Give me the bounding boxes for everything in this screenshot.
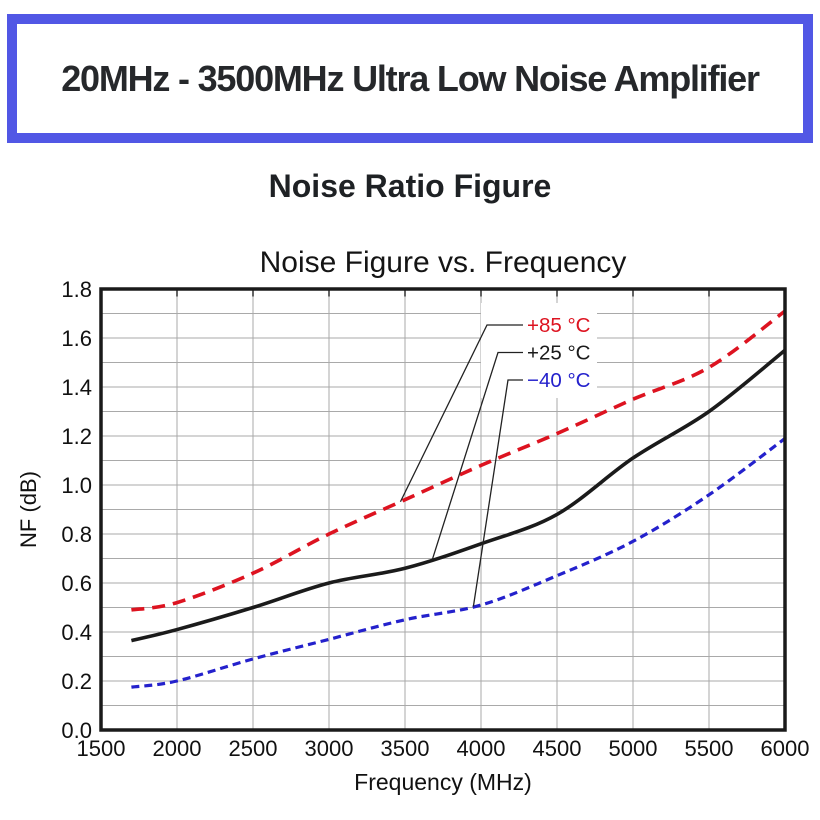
y-tick-label: 1.2 — [61, 424, 92, 449]
y-tick-label: 0.8 — [61, 522, 92, 547]
y-tick-label: 0.0 — [61, 718, 92, 743]
header-box: 20MHz - 3500MHz Ultra Low Noise Amplifie… — [7, 14, 813, 143]
x-tick-label: 5000 — [609, 736, 658, 761]
legend-leader-1 — [431, 351, 523, 560]
x-axis-label: Frequency (MHz) — [354, 769, 532, 795]
y-tick-label: 1.6 — [61, 326, 92, 351]
legend-label-2: −40 °C — [527, 369, 591, 392]
legend-background — [481, 303, 597, 398]
y-tick-label: 0.6 — [61, 571, 92, 596]
subtitle: Noise Ratio Figure — [268, 168, 552, 204]
y-tick-label: 1.0 — [61, 473, 92, 498]
y-tick-label: 0.4 — [61, 620, 92, 645]
x-tick-label: 2500 — [229, 736, 278, 761]
x-tick-label: 3500 — [381, 736, 430, 761]
x-tick-label: 4500 — [533, 736, 582, 761]
y-tick-label: 1.8 — [61, 277, 92, 302]
y-tick-label: 0.2 — [61, 669, 92, 694]
x-tick-label: 4000 — [457, 736, 506, 761]
series-curve-0 — [131, 309, 787, 612]
chart-title: Noise Figure vs. Frequency — [259, 246, 627, 279]
x-tick-label: 3000 — [305, 736, 354, 761]
header-title: 20MHz - 3500MHz Ultra Low Noise Amplifie… — [61, 57, 760, 99]
series-curve-1 — [130, 348, 787, 643]
y-axis-label: NF (dB) — [16, 471, 41, 548]
x-tick-label: 2000 — [153, 736, 202, 761]
x-tick-label: 1500 — [77, 736, 126, 761]
plot-border — [99, 287, 787, 732]
legend-label-0: +85 °C — [527, 314, 591, 337]
y-tick-label: 1.4 — [61, 375, 92, 400]
legend-leader-2 — [472, 379, 523, 607]
legend-leader-0 — [399, 324, 523, 503]
series-curve-2 — [131, 437, 786, 689]
legend-label-1: +25 °C — [527, 342, 591, 365]
x-tick-label: 6000 — [761, 736, 810, 761]
x-tick-label: 5500 — [685, 736, 734, 761]
